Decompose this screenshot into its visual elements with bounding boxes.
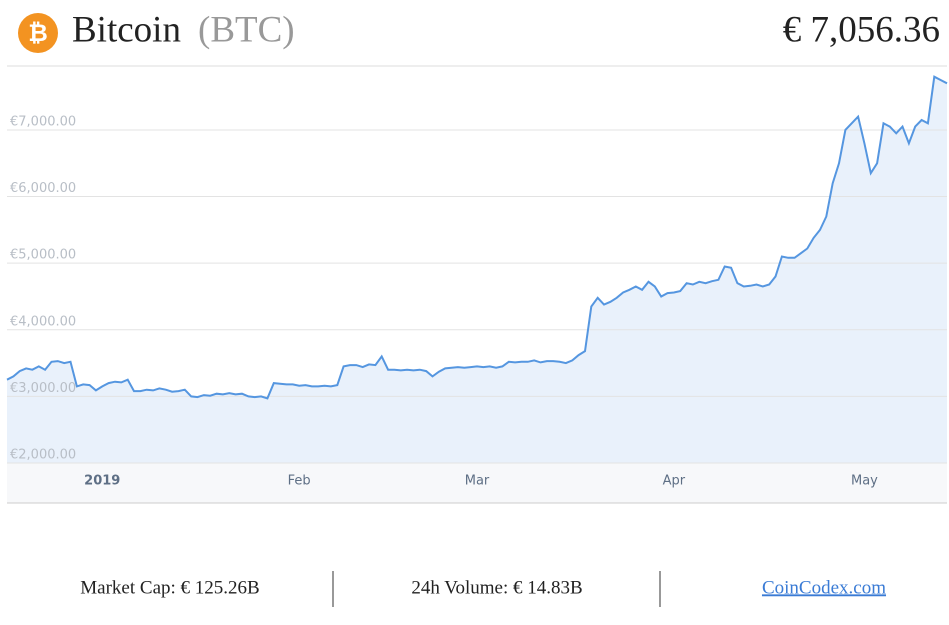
- site-link[interactable]: CoinCodex.com: [762, 577, 886, 598]
- btc-icon: [18, 13, 58, 53]
- y-tick-label: €2,000.00: [10, 448, 76, 463]
- y-tick-label: €5,000.00: [10, 248, 76, 263]
- price-line: [6, 75, 948, 400]
- x-tick-label: Apr: [663, 474, 686, 489]
- y-tick-label: €3,000.00: [10, 381, 76, 396]
- coin-symbol: (BTC): [198, 9, 295, 50]
- x-tick-label: Feb: [288, 474, 311, 489]
- coin-price: € 7,056.36: [783, 9, 940, 50]
- y-tick-label: €4,000.00: [10, 314, 76, 329]
- y-tick-label: €7,000.00: [10, 114, 76, 129]
- y-tick-label: €6,000.00: [10, 181, 76, 196]
- market-cap: Market Cap: € 125.26B: [80, 577, 259, 598]
- area-fill: [7, 76, 947, 463]
- navigator: [7, 463, 947, 503]
- volume: 24h Volume: € 14.83B: [411, 577, 582, 598]
- plot: €2,000.00 €3,000.00 €4,000.00 €5,000.00 €6,0…: [6, 75, 948, 489]
- btc-icon-glyph: ₿: [28, 19, 48, 47]
- x-tick-label: May: [851, 474, 878, 489]
- x-tick-label: Mar: [465, 474, 490, 489]
- x-tick-label: 2019: [84, 474, 120, 489]
- coin-name: Bitcoin: [72, 9, 181, 50]
